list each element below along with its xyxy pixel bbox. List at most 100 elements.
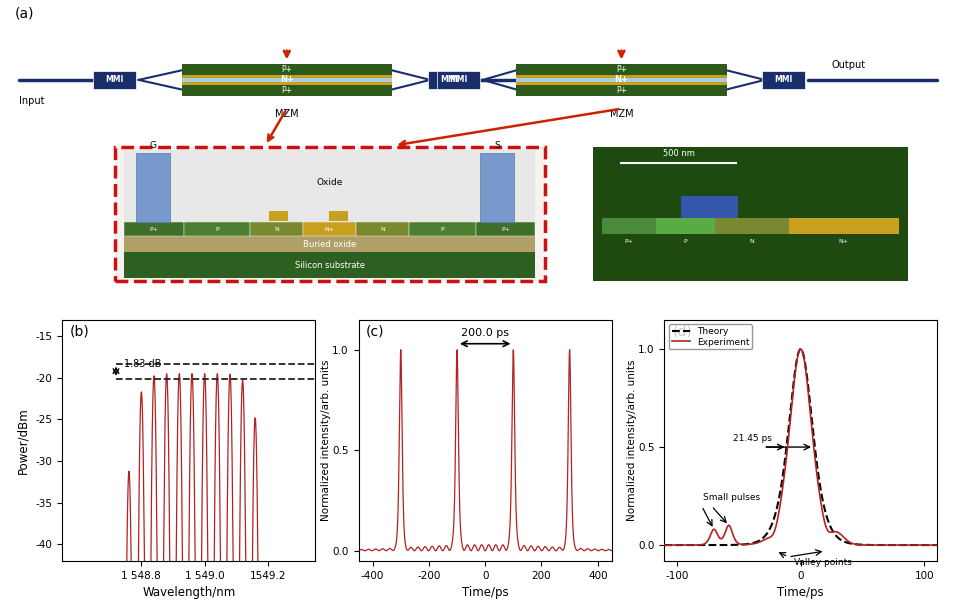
Bar xyxy=(124,150,535,222)
Text: N: N xyxy=(380,227,385,232)
Y-axis label: Normalized intensity/arb. units: Normalized intensity/arb. units xyxy=(627,359,637,521)
Text: P+: P+ xyxy=(281,65,293,74)
Text: (b): (b) xyxy=(70,324,90,338)
Text: N+: N+ xyxy=(280,75,293,84)
Text: MZM: MZM xyxy=(610,109,633,119)
Bar xyxy=(182,84,392,96)
Text: P: P xyxy=(215,227,219,232)
Theory xyxy=(862,541,874,549)
Bar xyxy=(602,218,656,234)
Text: Buried oxide: Buried oxide xyxy=(303,240,357,249)
Text: P+: P+ xyxy=(501,227,510,232)
Text: N+: N+ xyxy=(615,75,628,84)
Bar xyxy=(789,218,899,234)
Bar xyxy=(182,64,392,75)
Theory xyxy=(763,528,774,535)
X-axis label: Wavelength/nm: Wavelength/nm xyxy=(142,586,235,599)
Bar xyxy=(409,222,476,236)
Experiment xyxy=(836,532,847,539)
Theory xyxy=(708,541,720,549)
Bar xyxy=(269,211,288,221)
Bar xyxy=(250,222,303,236)
Bar xyxy=(516,78,727,82)
Bar xyxy=(593,147,908,281)
Line: Theory: Theory xyxy=(664,349,937,545)
Bar xyxy=(656,218,715,234)
Theory xyxy=(882,541,894,549)
Theory xyxy=(836,537,847,544)
Experiment xyxy=(882,541,894,549)
Experiment xyxy=(708,526,720,533)
Experiment xyxy=(659,541,670,549)
Bar xyxy=(329,211,348,221)
Bar xyxy=(115,147,545,281)
Text: Output: Output xyxy=(832,60,866,71)
Theory xyxy=(931,541,943,549)
Text: S: S xyxy=(494,140,500,150)
Line: Experiment: Experiment xyxy=(664,349,937,545)
Bar xyxy=(763,71,805,89)
Text: 200.0 ps: 200.0 ps xyxy=(461,327,510,338)
Experiment xyxy=(795,346,807,353)
Bar xyxy=(182,78,392,82)
Text: MZM: MZM xyxy=(275,109,298,119)
X-axis label: Time/ps: Time/ps xyxy=(777,586,824,599)
Text: MMI: MMI xyxy=(440,75,459,84)
Bar xyxy=(303,222,357,236)
Text: (a): (a) xyxy=(14,7,33,21)
Text: P+: P+ xyxy=(281,86,293,95)
Text: P: P xyxy=(684,239,687,244)
Text: P+: P+ xyxy=(624,239,634,244)
Theory xyxy=(659,541,670,549)
Bar xyxy=(124,222,184,236)
Bar xyxy=(516,64,727,75)
Bar xyxy=(681,195,738,218)
Bar xyxy=(715,218,789,234)
Experiment xyxy=(931,541,943,549)
Text: 21.45 ps: 21.45 ps xyxy=(732,434,771,443)
Bar xyxy=(357,222,409,236)
Bar xyxy=(437,71,480,89)
Bar xyxy=(184,222,250,236)
Text: Silicon substrate: Silicon substrate xyxy=(294,260,365,270)
Text: N: N xyxy=(750,239,754,244)
Text: 1.83 dB: 1.83 dB xyxy=(124,359,162,370)
Y-axis label: Power/dBm: Power/dBm xyxy=(17,407,30,473)
Theory xyxy=(794,346,806,353)
Text: Oxide: Oxide xyxy=(316,178,343,187)
Text: MMI: MMI xyxy=(774,75,793,84)
Bar xyxy=(427,71,470,89)
Text: MMI: MMI xyxy=(449,75,468,84)
Bar xyxy=(516,84,727,96)
Experiment xyxy=(862,541,874,549)
Text: P+: P+ xyxy=(616,86,627,95)
Bar xyxy=(516,75,727,84)
X-axis label: Time/ps: Time/ps xyxy=(462,586,509,599)
Text: P+: P+ xyxy=(150,227,159,232)
Text: Valley points: Valley points xyxy=(794,558,853,567)
Text: G: G xyxy=(149,140,157,150)
Bar xyxy=(182,75,392,84)
Experiment xyxy=(822,527,834,534)
Text: N+: N+ xyxy=(325,227,335,232)
Text: MMI: MMI xyxy=(105,75,124,84)
Text: Input: Input xyxy=(19,96,45,106)
Text: N: N xyxy=(274,227,279,232)
Experiment xyxy=(763,534,774,541)
Legend: Theory, Experiment: Theory, Experiment xyxy=(669,324,752,349)
Y-axis label: Normalized intensity/arb. units: Normalized intensity/arb. units xyxy=(321,359,331,521)
Bar xyxy=(124,253,535,278)
Text: Small pulses: Small pulses xyxy=(703,493,760,502)
Text: (c): (c) xyxy=(366,324,384,338)
Text: (d): (d) xyxy=(673,324,692,338)
Theory xyxy=(822,517,834,524)
Text: P+: P+ xyxy=(616,65,627,74)
Bar xyxy=(94,71,137,89)
Text: N+: N+ xyxy=(838,239,849,244)
Bar xyxy=(137,153,170,222)
Text: P: P xyxy=(441,227,445,232)
Bar xyxy=(124,236,535,253)
Bar xyxy=(476,222,535,236)
Bar xyxy=(480,153,514,222)
Text: 500 nm: 500 nm xyxy=(663,149,695,158)
